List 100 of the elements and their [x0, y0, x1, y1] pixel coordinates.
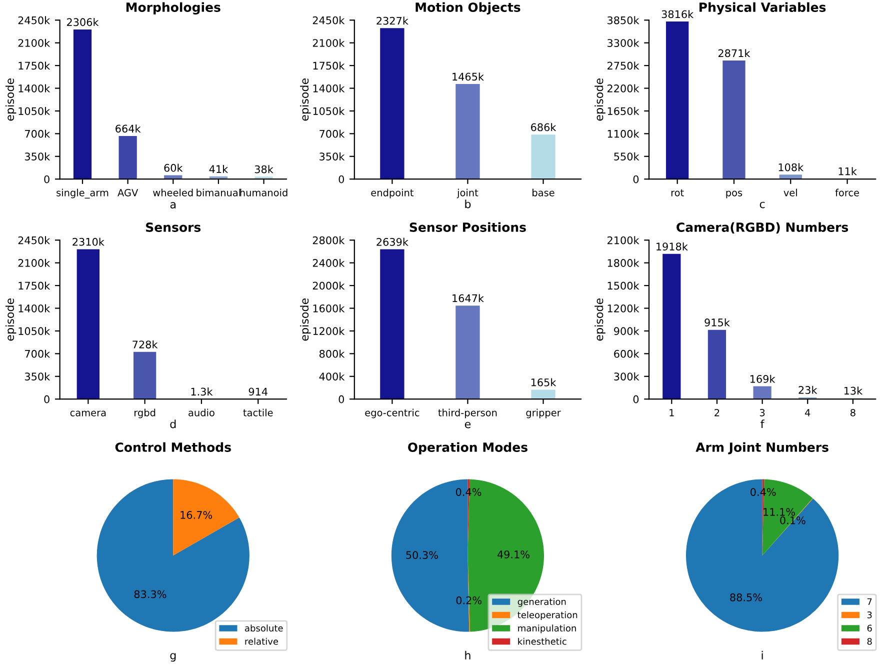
- x-tick-label: rot: [671, 189, 684, 196]
- x-tick-label: 2: [714, 408, 720, 416]
- x-tick-label: tactile: [243, 408, 273, 416]
- data-label: 1918k: [656, 242, 688, 250]
- x-tick-label: joint: [456, 188, 478, 198]
- data-label: 11.1%: [764, 508, 795, 516]
- y-tick-label: 2200k: [608, 84, 640, 92]
- chart-title: Motion Objects: [416, 2, 520, 14]
- data-label: 686k: [531, 123, 556, 132]
- y-tick-label: 300k: [614, 372, 640, 380]
- y-axis-title: episode: [5, 78, 16, 121]
- data-label: 38k: [254, 165, 274, 174]
- data-label: 41k: [209, 164, 228, 173]
- x-tick-label: 3: [760, 408, 765, 416]
- y-axis-title: episode: [5, 298, 16, 341]
- x-tick-label: vel: [784, 188, 797, 196]
- data-label: 728k: [132, 340, 158, 348]
- y-tick-label: 0: [44, 175, 50, 184]
- y-axis-title: episode: [594, 78, 606, 121]
- x-tick-label: AGV: [118, 188, 138, 196]
- text: i: [762, 650, 763, 660]
- data-label: 60k: [164, 164, 183, 172]
- chart-title: Sensor Positions: [410, 222, 526, 232]
- y-tick-label: 0: [633, 175, 639, 184]
- data-label: 11k: [838, 167, 857, 176]
- chart-title: Camera(RGBD) Numbers: [676, 222, 848, 234]
- y-tick-label: 700k: [25, 130, 50, 138]
- chart-title: Control Methods: [115, 442, 231, 452]
- y-tick-label: 1400k: [313, 84, 345, 92]
- x-axis-title: c: [760, 202, 765, 208]
- y-tick-label: 0: [633, 395, 639, 404]
- x-tick-label: humanoid: [240, 188, 288, 196]
- x-tick-label: gripper: [526, 408, 561, 418]
- y-tick-label: 400k: [319, 372, 345, 380]
- y-tick-label: 2450k: [18, 236, 50, 244]
- x-tick-label: wheeled: [153, 188, 193, 196]
- y-tick-label: 1600k: [313, 304, 345, 312]
- data-label: 23k: [798, 386, 818, 394]
- legend-label: 3: [867, 611, 872, 618]
- y-tick-label: 2450k: [312, 16, 345, 24]
- y-axis-title: episode: [594, 298, 606, 341]
- y-tick-label: 1750k: [18, 282, 50, 290]
- chart-title: Physical Variables: [700, 2, 826, 14]
- x-tick-label: ego-centric: [365, 408, 420, 418]
- data-label: 83.3%: [134, 590, 166, 598]
- y-tick-label: 900k: [614, 327, 640, 336]
- y-tick-label: 350k: [24, 372, 50, 380]
- y-tick-label: 2100k: [18, 38, 50, 47]
- x-tick-label: audio: [188, 408, 214, 416]
- x-axis-title: a: [170, 202, 176, 208]
- y-tick-label: 1050k: [18, 327, 50, 336]
- y-tick-label: 600k: [614, 350, 640, 358]
- legend-label: 8: [867, 638, 872, 645]
- data-label: 13k: [844, 386, 863, 395]
- y-tick-label: 2100k: [18, 258, 50, 267]
- y-tick-label: 700k: [25, 350, 50, 358]
- y-tick-label: 1050k: [313, 107, 345, 116]
- legend-label: 6: [867, 624, 872, 632]
- x-tick-label: force: [835, 188, 859, 196]
- data-label: 0.2%: [456, 596, 482, 604]
- data-label: 50.3%: [406, 551, 438, 559]
- chart-title: Operation Modes: [408, 442, 528, 454]
- y-tick-label: 0: [338, 395, 344, 404]
- y-tick-label: 350k: [320, 152, 345, 160]
- x-tick-label: rgbd: [134, 408, 156, 418]
- x-tick-label: pos: [726, 190, 742, 198]
- y-tick-label: 1400k: [18, 84, 50, 92]
- legend-label: kinesthetic: [518, 638, 566, 645]
- data-label: 49.1%: [497, 550, 530, 558]
- data-label: 1465k: [452, 72, 484, 81]
- legend-label: absolute: [245, 624, 283, 632]
- data-label: 0.4%: [750, 488, 776, 496]
- data-label: 108k: [778, 163, 804, 172]
- y-tick-label: 3300k: [608, 38, 640, 47]
- data-label: 3816k: [662, 10, 694, 18]
- y-tick-label: 700k: [320, 130, 345, 138]
- data-label: 169k: [750, 374, 776, 383]
- y-tick-label: 2750k: [608, 62, 640, 70]
- y-tick-label: 1800k: [608, 258, 640, 267]
- data-label: 88.5%: [730, 593, 762, 602]
- data-label: 2310k: [72, 238, 104, 246]
- y-tick-label: 1750k: [313, 62, 345, 70]
- chart-title: Arm Joint Numbers: [696, 442, 828, 454]
- y-tick-label: 1200k: [313, 327, 345, 336]
- y-tick-label: 350k: [24, 152, 50, 160]
- y-tick-label: 550k: [614, 152, 640, 160]
- y-tick-label: 2000k: [312, 282, 345, 290]
- data-label: 16.7%: [180, 511, 212, 519]
- legend-label: teleoperation: [518, 611, 578, 620]
- y-tick-label: 2800k: [312, 236, 345, 244]
- legend-label: generation: [518, 598, 566, 607]
- x-tick-label: 4: [805, 409, 810, 416]
- x-tick-label: 1: [670, 409, 674, 416]
- y-tick-label: 0: [44, 395, 50, 404]
- data-label: 2327k: [376, 16, 408, 25]
- y-tick-label: 1400k: [18, 304, 50, 312]
- x-tick-label: third-person: [438, 408, 497, 418]
- legend-label: 7: [867, 598, 872, 605]
- data-label: 2871k: [718, 49, 750, 58]
- text: g: [170, 653, 176, 662]
